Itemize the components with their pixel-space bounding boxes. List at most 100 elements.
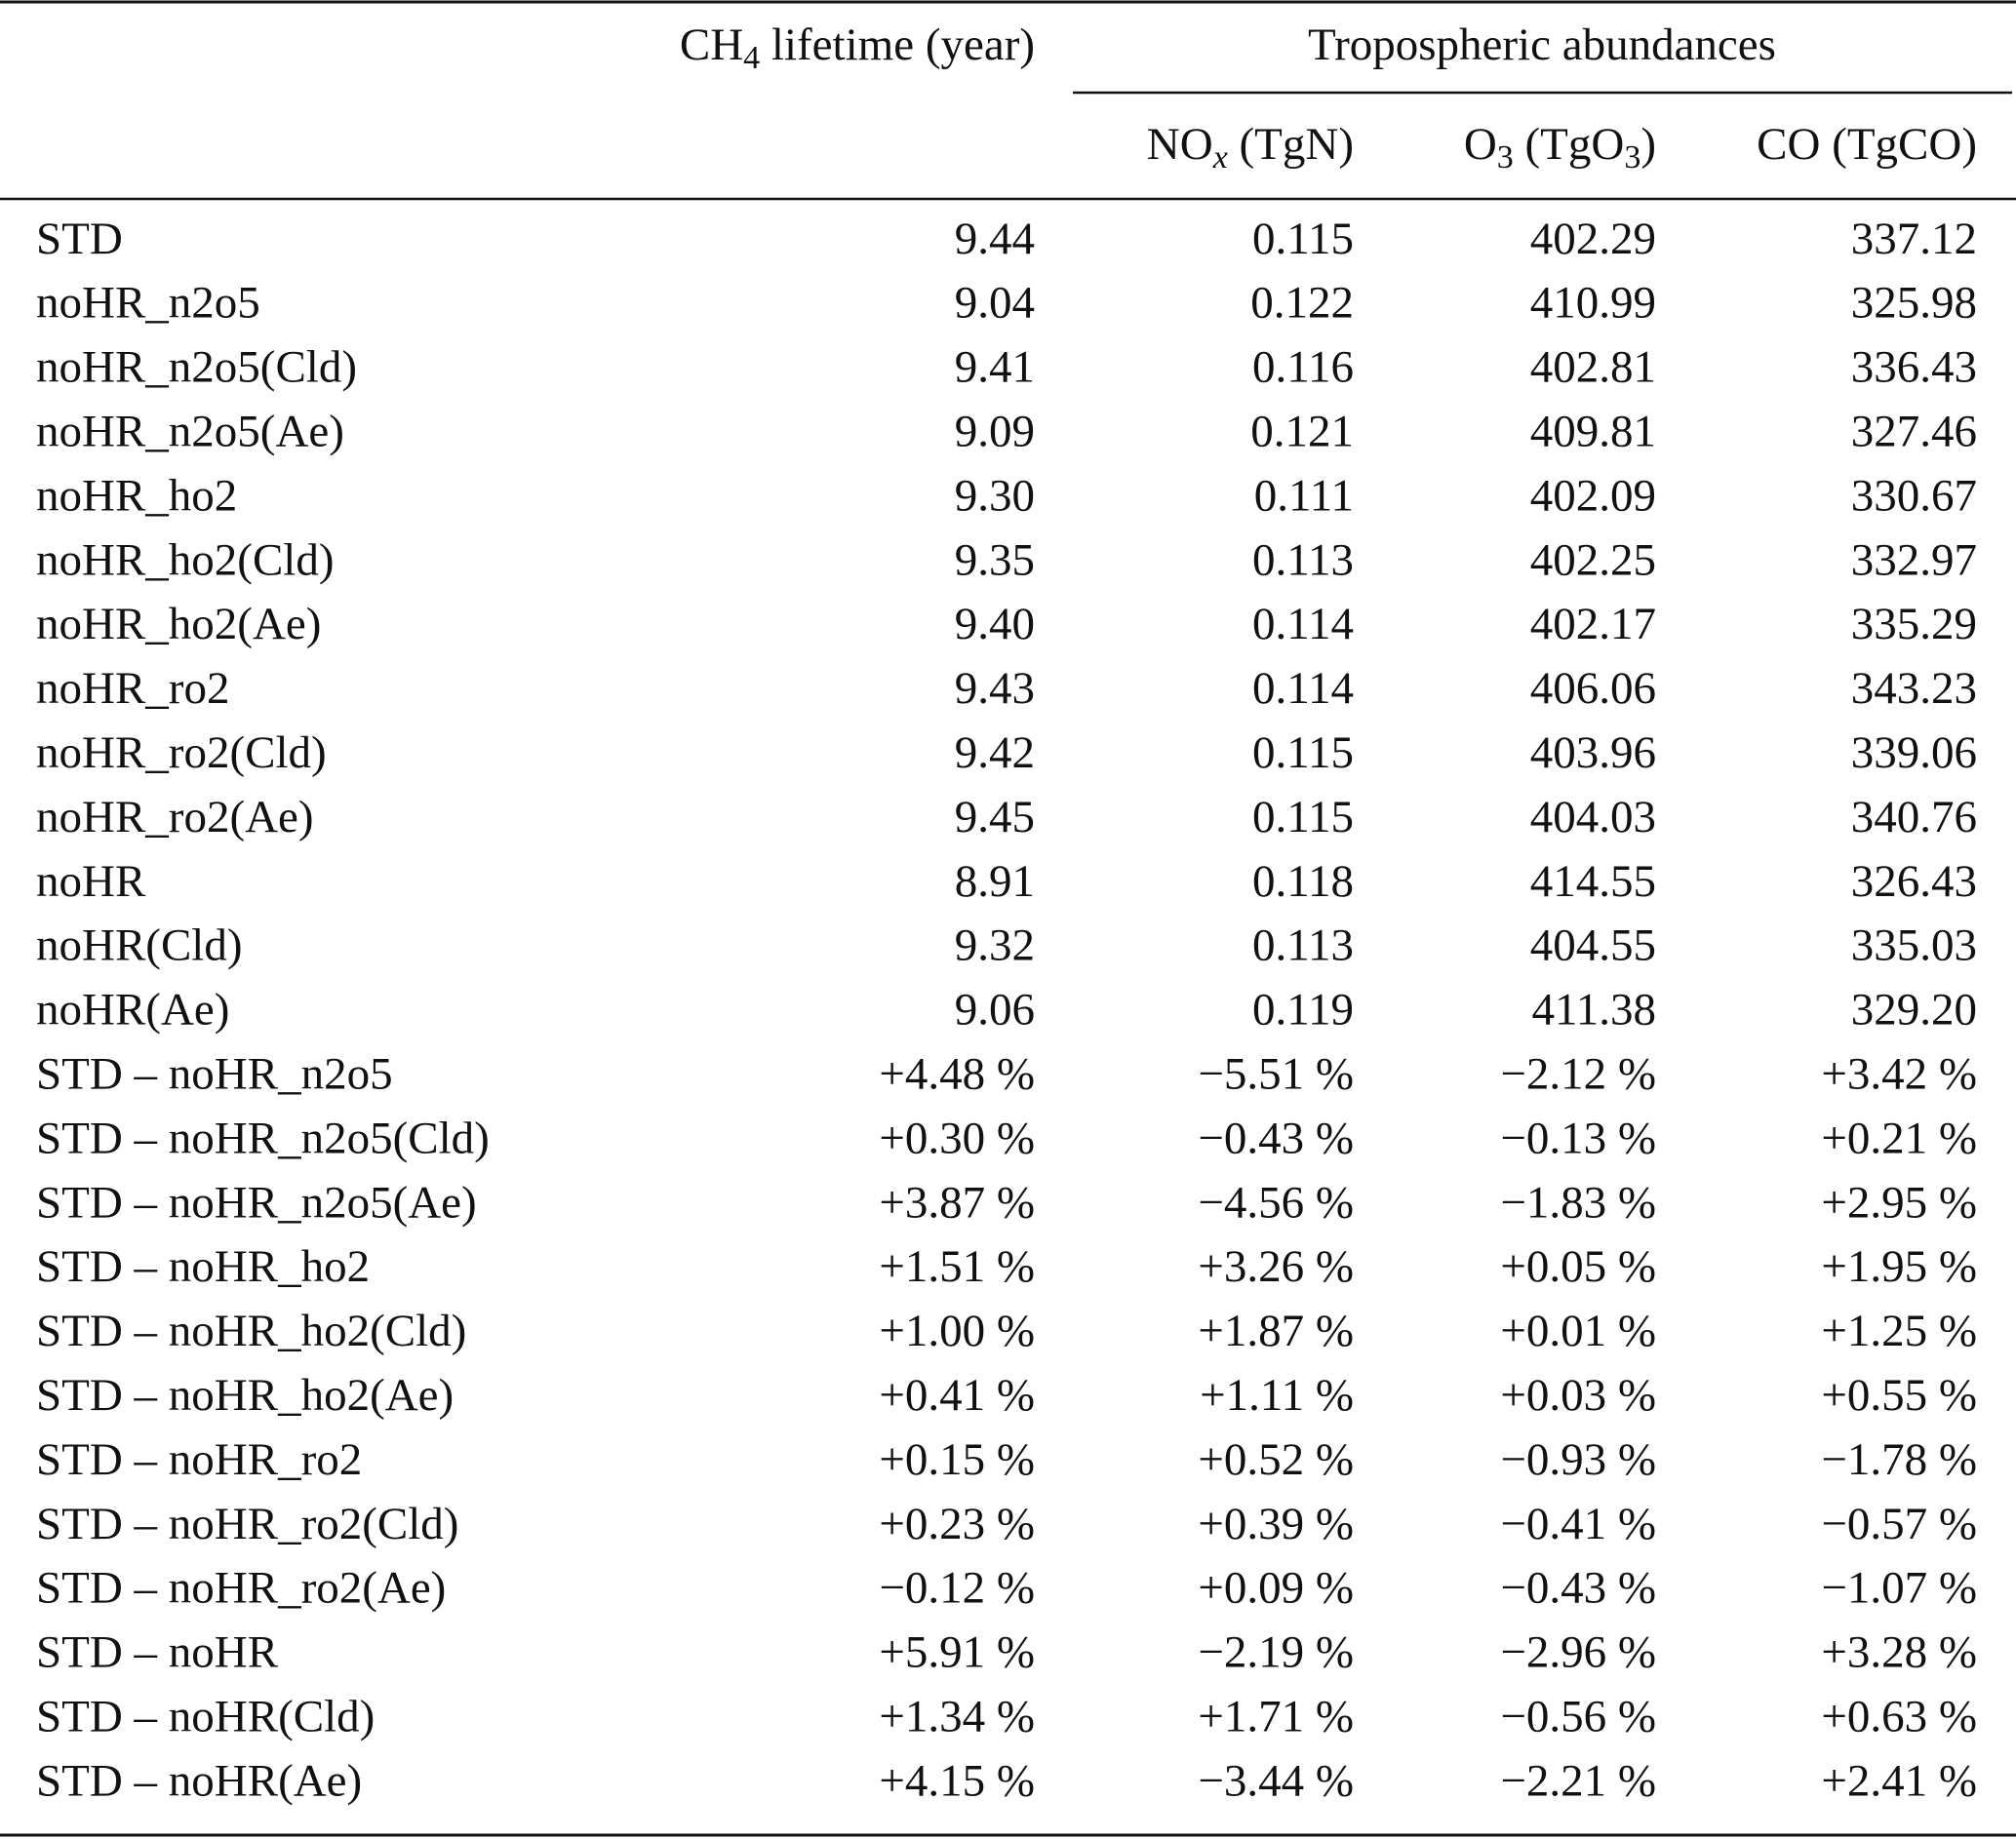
cell: 325.98 [1851,278,1977,329]
header-piece: ) [1640,119,1656,170]
row-label: STD – noHR_ho2 [36,1241,370,1292]
cell: 0.119 [1252,985,1354,1036]
cell: 9.32 [955,920,1035,971]
row-label: STD [36,214,123,264]
row-label: STD – noHR(Ae) [36,1755,362,1806]
header-piece: CO (TgCO) [1757,119,1977,170]
cell: −5.51 % [1198,1048,1354,1099]
cell: +0.55 % [1821,1370,1977,1421]
cell: +0.15 % [879,1434,1035,1485]
cell: −0.13 % [1500,1113,1656,1163]
cell: +0.63 % [1821,1691,1977,1741]
cell: −1.07 % [1821,1563,1977,1614]
cell: +0.21 % [1821,1113,1977,1163]
cell: −0.43 % [1500,1563,1656,1614]
cell: +4.48 % [879,1048,1035,1099]
cell: −0.43 % [1198,1113,1354,1163]
cell: +4.15 % [879,1755,1035,1806]
cell: 327.46 [1851,406,1977,456]
cell: 0.115 [1252,214,1354,264]
cell: 402.17 [1530,599,1656,649]
row-label: STD – noHR_ro2(Cld) [36,1499,458,1549]
cell: +2.41 % [1821,1755,1977,1806]
cell: 9.40 [955,599,1035,649]
cell: +0.09 % [1198,1563,1354,1614]
cell: −1.83 % [1500,1177,1656,1228]
row-label: STD – noHR_ho2(Cld) [36,1306,466,1356]
cell: 329.20 [1851,985,1977,1036]
header-piece: (TgO [1514,119,1625,170]
cell: +0.39 % [1198,1499,1354,1549]
cell: 332.97 [1851,534,1977,585]
row-label: STD – noHR [36,1627,279,1678]
cell: +1.71 % [1198,1691,1354,1741]
row-label: noHR(Ae) [36,985,229,1036]
cell: 9.45 [955,792,1035,842]
cell: −0.57 % [1821,1499,1977,1549]
cell: 335.29 [1851,599,1977,649]
cell: −2.12 % [1500,1048,1656,1099]
cell: 9.09 [955,406,1035,456]
cell: +1.00 % [879,1306,1035,1356]
cell: +0.03 % [1500,1370,1656,1421]
cell: −0.41 % [1500,1499,1656,1549]
cell: 9.41 [955,342,1035,393]
row-label: noHR [36,856,146,907]
cell: 402.25 [1530,534,1656,585]
cell: 0.113 [1252,534,1354,585]
cell: +2.95 % [1821,1177,1977,1228]
row-label: STD – noHR(Cld) [36,1691,375,1741]
cell: 0.114 [1252,663,1354,714]
row-label: noHR_ho2(Ae) [36,599,321,649]
cell: −3.44 % [1198,1755,1354,1806]
cell: 411.38 [1531,985,1656,1036]
column-header: O3 (TgO3) [1464,119,1656,176]
header-piece: 3 [1624,139,1640,176]
row-label: STD – noHR_n2o5 [36,1048,393,1099]
column-header: CH4 lifetime (year) [680,20,1035,76]
cell: +0.05 % [1500,1241,1656,1292]
column-header: CO (TgCO) [1757,119,1977,170]
cell: 330.67 [1851,470,1977,521]
row-label: noHR_ro2 [36,663,229,714]
cell: 0.113 [1252,920,1354,971]
cell: 0.111 [1254,470,1354,521]
cell: 403.96 [1530,727,1656,778]
cell: 9.06 [955,985,1035,1036]
row-label: STD – noHR_ro2 [36,1434,362,1485]
header-piece: lifetime (year) [760,20,1035,70]
cell: 0.122 [1250,278,1354,329]
cell: 414.55 [1530,856,1656,907]
cell: 0.114 [1252,599,1354,649]
row-label: STD – noHR_ho2(Ae) [36,1370,454,1421]
cell: 0.121 [1250,406,1354,456]
row-label: STD – noHR_n2o5(Ae) [36,1177,477,1228]
cell: −0.56 % [1500,1691,1656,1741]
cell: −4.56 % [1198,1177,1354,1228]
cell: 410.99 [1530,278,1656,329]
cell: 336.43 [1851,342,1977,393]
cell: 404.03 [1530,792,1656,842]
header-piece: NO [1147,119,1213,170]
cell: 9.43 [955,663,1035,714]
cell: +1.25 % [1821,1306,1977,1356]
cell: +5.91 % [879,1627,1035,1678]
header-piece: 3 [1497,139,1514,176]
row-label: noHR(Cld) [36,920,243,971]
cell: 8.91 [955,856,1035,907]
header-piece: 4 [743,40,760,76]
cell: 9.04 [955,278,1035,329]
cell: 0.118 [1252,856,1354,907]
row-label: noHR_n2o5 [36,278,260,329]
row-label: noHR_ho2(Cld) [36,534,335,585]
cell: 337.12 [1851,214,1977,264]
row-label: STD – noHR_n2o5(Cld) [36,1113,490,1163]
header-piece: x [1212,139,1228,176]
row-label: noHR_ro2(Ae) [36,792,314,842]
cell: +1.11 % [1200,1370,1354,1421]
cell: +3.28 % [1821,1627,1977,1678]
cell: −2.21 % [1500,1755,1656,1806]
cell: −0.12 % [879,1563,1035,1614]
cell: −1.78 % [1821,1434,1977,1485]
row-label: noHR_ho2 [36,470,237,521]
